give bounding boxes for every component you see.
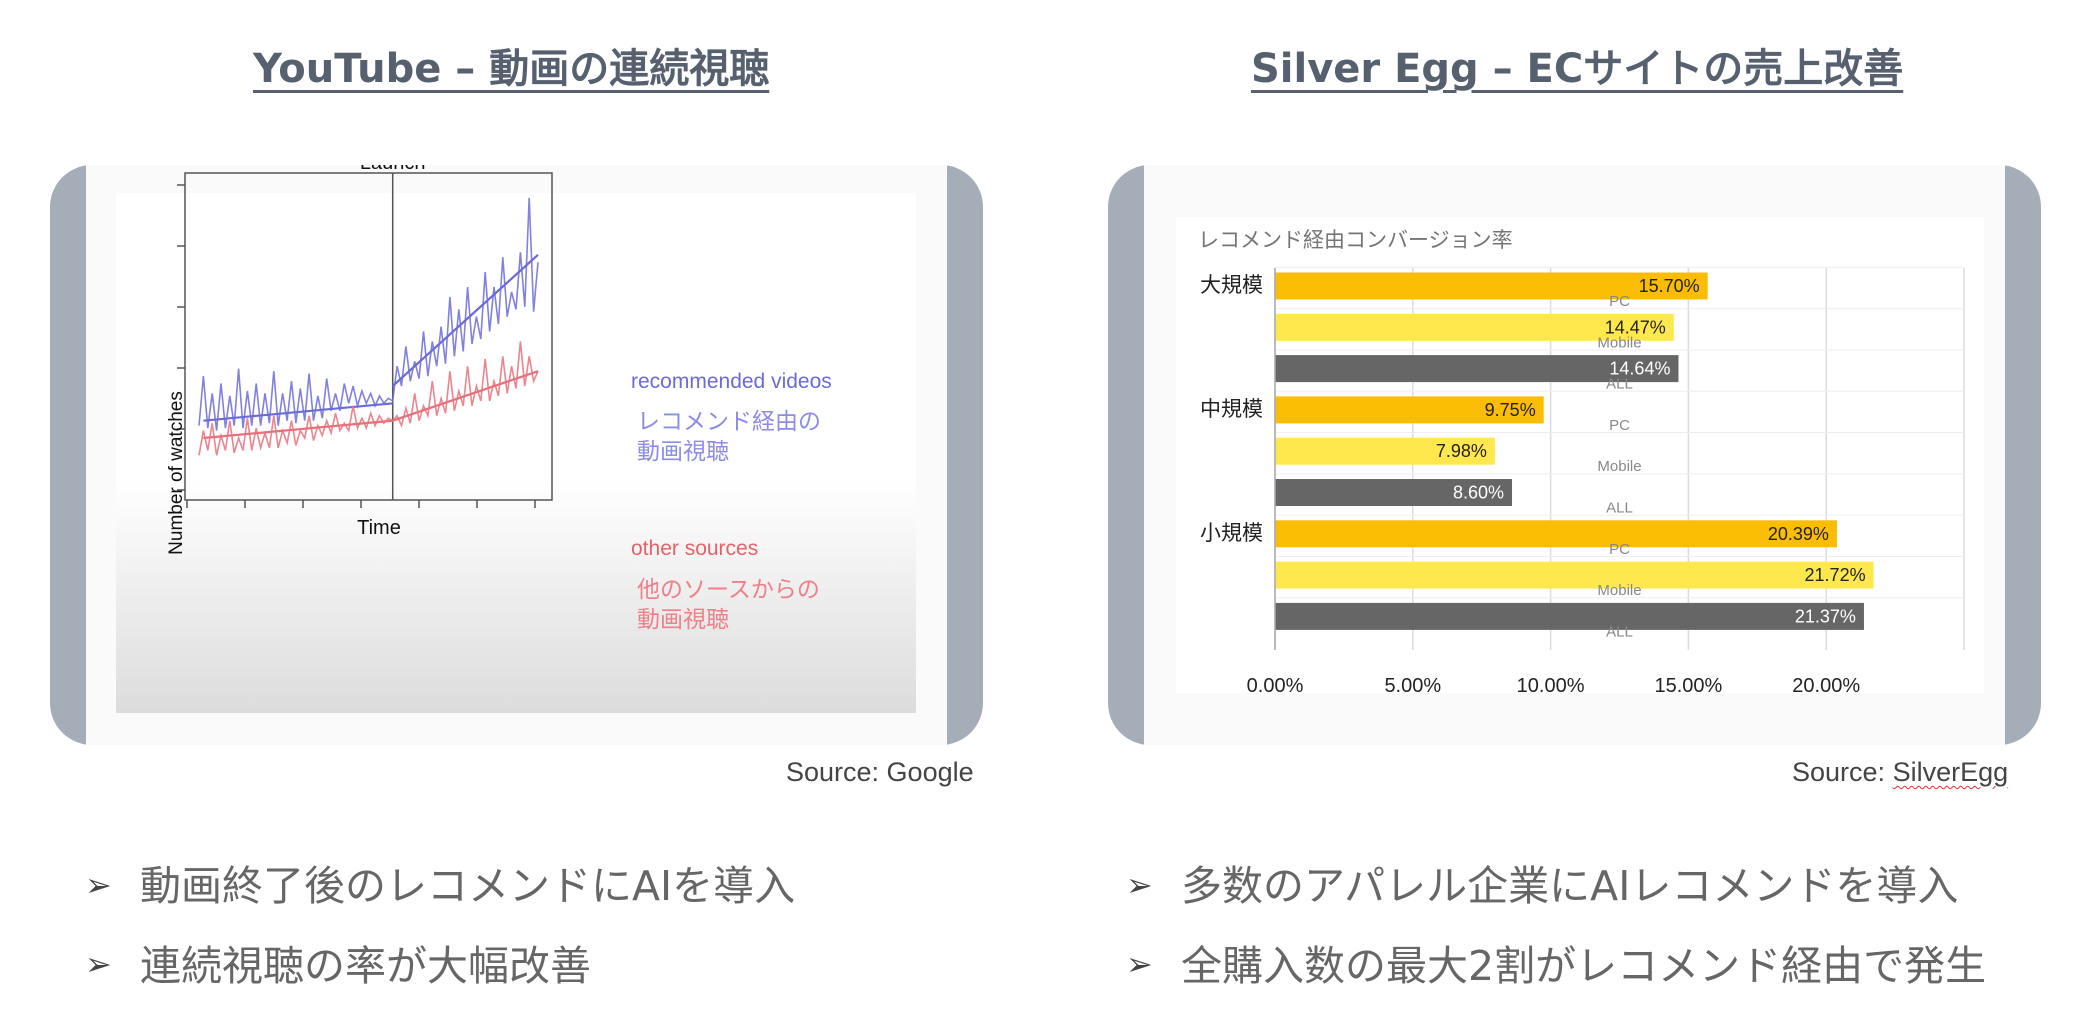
bullet-item: ➢ 全購入数の最大2割がレコメンド経由で発生 xyxy=(1126,928,1986,1008)
trend-line-post xyxy=(392,370,539,422)
bar-mobile xyxy=(1275,313,1674,341)
bullet-text: 全購入数の最大2割がレコメンド経由で発生 xyxy=(1181,941,1987,990)
bar-category-label: ALL xyxy=(1606,623,1633,640)
bar-value-label: 14.64% xyxy=(1609,359,1670,379)
arrow-bullet-icon: ➢ xyxy=(85,865,112,904)
arrow-bullet-icon: ➢ xyxy=(85,945,112,983)
bar-all xyxy=(1275,479,1513,506)
right-bullet-list: ➢ 多数のアパレル企業にAIレコメンドを導入 ➢ 全購入数の最大2割がレコメンド経由… xyxy=(1126,848,1986,1007)
bar-category-label: PC xyxy=(1609,417,1630,434)
bar-mobile xyxy=(1275,561,1874,589)
bar-value-label: 20.39% xyxy=(1768,524,1829,544)
bar-pc xyxy=(1275,396,1544,424)
bullet-text: 動画終了後のレコメンドにAIを導入 xyxy=(140,862,796,910)
y-axis-label: Number of watches xyxy=(166,391,187,555)
bar-value-label: 14.47% xyxy=(1605,317,1666,337)
bar-value-label: 21.37% xyxy=(1795,606,1856,626)
group-label: 中規模 xyxy=(1200,398,1263,421)
bar-category-label: PC xyxy=(1609,541,1630,558)
x-axis-label: Time xyxy=(357,517,401,539)
bullet-text: 多数のアパレル企業にAIレコメンドを導入 xyxy=(1181,862,1959,910)
bar-category-label: ALL xyxy=(1606,376,1633,393)
bullet-text: 連続視聴の率が大幅改善 xyxy=(140,941,591,990)
left-bullet-list: ➢ 動画終了後のレコメンドにAIを導入 ➢ 連続視聴の率が大幅改善 xyxy=(85,848,795,1007)
arrow-bullet-icon: ➢ xyxy=(1126,865,1153,904)
series-line-recommended xyxy=(198,197,539,431)
group-label: 大規模 xyxy=(1200,274,1263,297)
plot-frame xyxy=(184,172,553,501)
silveregg-chart-panel: レコメンド経由コンバージョン率 15.70% PC 14.47% Mobile 14.6… xyxy=(1108,165,2041,745)
x-tick-label: 0.00% xyxy=(1247,675,1304,697)
chart-background xyxy=(116,193,916,713)
bar-category-label: ALL xyxy=(1606,500,1633,517)
group-label: 小規模 xyxy=(1200,522,1263,545)
trend-line-pre xyxy=(203,402,393,422)
bar-category-label: Mobile xyxy=(1597,334,1641,351)
bullet-item: ➢ 多数のアパレル企業にAIレコメンドを導入 xyxy=(1126,848,1986,928)
annotation-other-line1: 他のソースからの xyxy=(637,576,820,602)
left-section-title: YouTube – 動画の連続視聴 xyxy=(253,46,770,92)
right-source-caption: Source: SilverEgg xyxy=(1792,757,2008,788)
x-tick-label: 15.00% xyxy=(1654,675,1722,697)
arrow-bullet-icon: ➢ xyxy=(1126,945,1153,983)
x-tick-label: 20.00% xyxy=(1792,675,1860,697)
x-tick-label: 5.00% xyxy=(1384,675,1441,697)
annotation-other-line2: 動画視聴 xyxy=(637,606,729,632)
left-source-caption: Source: Google xyxy=(786,757,974,787)
bar-pc xyxy=(1275,272,1708,300)
launch-label: Launch xyxy=(360,165,426,174)
bar-value-label: 21.72% xyxy=(1805,565,1866,585)
bar-value-label: 7.98% xyxy=(1436,441,1487,461)
series-label-recommended: recommended videos xyxy=(631,370,832,393)
bar-all xyxy=(1275,602,1864,630)
trend-line-post xyxy=(391,253,539,387)
bullet-item: ➢ 連続視聴の率が大幅改善 xyxy=(85,928,795,1008)
bar-value-label: 9.75% xyxy=(1485,400,1536,420)
series-label-other: other sources xyxy=(631,537,758,560)
bar-category-label: Mobile xyxy=(1597,458,1641,475)
right-section-title: Silver Egg – ECサイトの売上改善 xyxy=(1251,46,1904,92)
bar-mobile xyxy=(1275,437,1495,465)
youtube-chart-frame: Launch Time Number of watches recommende… xyxy=(86,165,947,745)
bar-value-label: 8.60% xyxy=(1453,483,1504,503)
conversion-rate-chart: レコメンド経由コンバージョン率 15.70%PC14.47%Mobile14.6… xyxy=(1176,217,1984,697)
annotation-recommended-line1: レコメンド経由の xyxy=(637,408,821,434)
bullet-item: ➢ 動画終了後のレコメンドにAIを導入 xyxy=(85,848,795,928)
source-link[interactable]: SilverEgg xyxy=(1892,757,2009,787)
bar-category-label: Mobile xyxy=(1597,582,1641,599)
bar-pc xyxy=(1275,520,1837,548)
youtube-watches-chart: Launch Time Number of watches recommende… xyxy=(116,165,916,713)
series-line-other xyxy=(198,341,539,456)
x-tick-label: 10.00% xyxy=(1517,675,1585,697)
trend-line-pre xyxy=(203,419,393,440)
bar-all xyxy=(1275,355,1679,383)
bar-category-label: PC xyxy=(1609,293,1630,310)
silveregg-chart-frame: レコメンド経由コンバージョン率 15.70% PC 14.47% Mobile 14.6… xyxy=(1144,165,2005,745)
chart-title: レコメンド経由コンバージョン率 xyxy=(1198,229,1513,252)
annotation-recommended-line2: 動画視聴 xyxy=(637,438,729,464)
youtube-chart-panel: Launch Time Number of watches recommende… xyxy=(50,165,983,745)
bar-value-label: 15.70% xyxy=(1639,276,1700,296)
source-prefix: Source: xyxy=(1792,757,1893,787)
